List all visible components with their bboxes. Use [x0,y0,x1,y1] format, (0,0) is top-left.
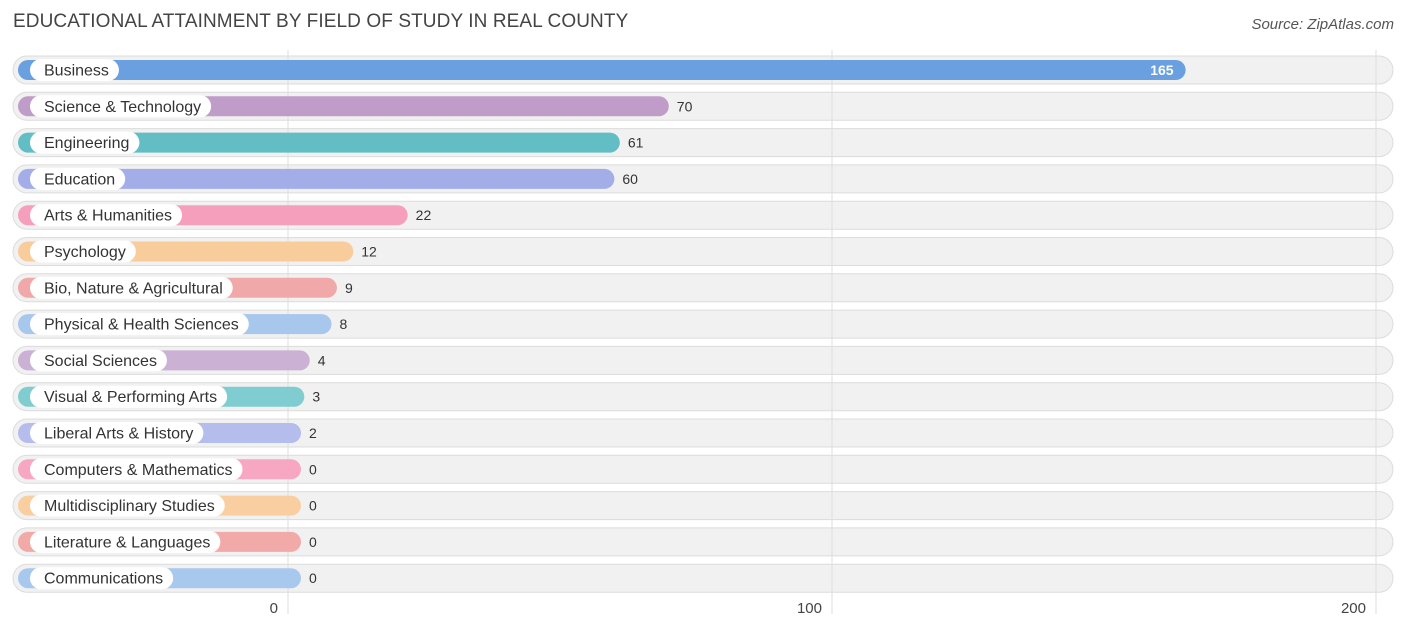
category-label: Education [44,171,115,188]
bar[interactable] [18,132,620,153]
value-label: 70 [677,98,693,114]
category-label: Psychology [44,244,126,261]
value-label: 0 [309,498,317,514]
category-label: Engineering [44,135,129,152]
x-tick-label: 0 [270,600,278,617]
source-label: Source: ZipAtlas.com [1251,16,1394,33]
category-label: Physical & Health Sciences [44,317,239,334]
value-label: 0 [309,461,317,477]
category-label: Communications [44,571,163,588]
row-background [12,418,1394,448]
category-label: Multidisciplinary Studies [44,498,215,515]
value-label: 0 [309,534,317,550]
category-label-pill [30,167,126,190]
x-tick-label: 200 [1341,600,1366,617]
value-label: 165 [1150,62,1174,78]
value-label: 3 [312,389,320,405]
category-label-pill [30,59,119,81]
category-label-pill [30,422,204,444]
x-tick-label: 100 [797,600,822,617]
value-label: 2 [309,425,317,441]
value-label: 22 [416,207,432,223]
category-label-pill [30,530,221,553]
row-background [12,527,1394,557]
value-label: 12 [361,244,377,260]
category-label-pill [30,567,174,590]
category-label-pill [30,313,249,336]
category-label-pill [30,95,212,118]
row-background [12,382,1394,412]
row-background [12,491,1394,521]
category-label-pill [30,276,233,299]
bar[interactable] [18,60,1186,80]
category-label-pill [30,204,183,227]
category-label: Liberal Arts & History [44,426,193,443]
category-label: Arts & Humanities [44,208,172,225]
category-label-pill [30,240,136,263]
category-label: Business [44,63,109,80]
row-background [12,309,1394,339]
category-label: Visual & Performing Arts [44,389,217,406]
category-label-pill [30,385,228,408]
category-label: Science & Technology [44,99,201,116]
value-label: 8 [340,316,348,332]
category-label-pill [30,349,167,372]
row-background [12,563,1394,593]
category-label: Literature & Languages [44,534,210,551]
category-label-pill [30,494,225,517]
chart-title: EDUCATIONAL ATTAINMENT BY FIELD OF STUDY… [13,11,629,32]
row-background [12,273,1394,303]
category-label: Bio, Nature & Agricultural [44,280,223,297]
category-label-pill [30,131,140,154]
category-label: Computers & Mathematics [44,462,233,479]
value-label: 60 [622,171,638,187]
bar[interactable] [18,168,615,189]
value-label: 4 [318,352,326,368]
category-label: Social Sciences [44,353,157,370]
value-label: 0 [309,570,317,586]
value-label: 9 [345,280,353,296]
value-label: 61 [628,135,644,151]
row-background [12,345,1394,375]
row-background [12,454,1394,484]
row-background [12,237,1394,266]
category-label-pill [30,458,243,481]
